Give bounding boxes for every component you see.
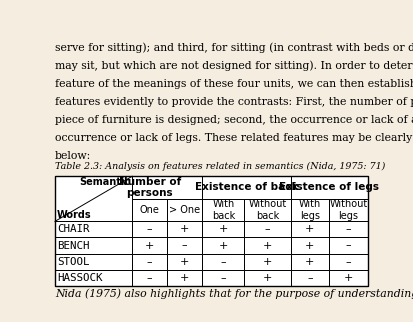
Text: +: + xyxy=(343,273,352,283)
Bar xyxy=(328,270,367,286)
Text: –: – xyxy=(264,224,270,234)
Bar xyxy=(55,238,132,254)
Text: HASSOCK: HASSOCK xyxy=(57,273,103,283)
Text: Existence of legs: Existence of legs xyxy=(278,182,378,193)
Bar xyxy=(290,254,328,270)
Bar xyxy=(202,176,290,199)
Text: > One: > One xyxy=(169,205,200,215)
Text: below:: below: xyxy=(55,151,91,161)
Bar xyxy=(290,238,328,254)
Bar xyxy=(244,199,290,221)
Bar xyxy=(132,270,167,286)
Bar xyxy=(290,199,328,221)
Text: STOOL: STOOL xyxy=(57,257,90,267)
Text: Table 2.3: Analysis on features related in semantics (Nida, 1975: 71): Table 2.3: Analysis on features related … xyxy=(55,162,385,171)
Bar xyxy=(55,176,367,286)
Text: –: – xyxy=(220,273,225,283)
Text: With
back: With back xyxy=(211,199,235,221)
Text: With
legs: With legs xyxy=(298,199,320,221)
Bar xyxy=(290,270,328,286)
Bar xyxy=(167,270,202,286)
Text: Without
legs: Without legs xyxy=(329,199,367,221)
Bar xyxy=(202,254,244,270)
Text: +: + xyxy=(145,241,154,251)
Text: –: – xyxy=(220,257,225,267)
Text: Words: Words xyxy=(57,210,91,220)
Text: –: – xyxy=(147,257,152,267)
Bar xyxy=(202,221,244,238)
Text: Number of
persons: Number of persons xyxy=(118,176,180,198)
Text: +: + xyxy=(180,257,189,267)
Bar xyxy=(290,221,328,238)
Bar xyxy=(55,221,132,238)
Text: +: + xyxy=(180,273,189,283)
Text: +: + xyxy=(304,257,314,267)
Bar xyxy=(290,176,367,199)
Bar xyxy=(202,199,244,221)
Text: piece of furniture is designed; second, the occurrence or lack of a back; and th: piece of furniture is designed; second, … xyxy=(55,115,413,125)
Bar xyxy=(132,254,167,270)
Bar xyxy=(55,270,132,286)
Bar xyxy=(167,254,202,270)
Bar xyxy=(132,199,167,221)
Text: features evidently to provide the contrasts: First, the number of persons for wh: features evidently to provide the contra… xyxy=(55,97,413,107)
Text: –: – xyxy=(147,224,152,234)
Text: Existence of back: Existence of back xyxy=(194,182,297,193)
Text: +: + xyxy=(218,224,228,234)
Bar xyxy=(244,238,290,254)
Text: –: – xyxy=(306,273,312,283)
Bar xyxy=(328,199,367,221)
Text: One: One xyxy=(140,205,159,215)
Text: occurrence or lack of legs. These related features may be clearly indicated in t: occurrence or lack of legs. These relate… xyxy=(55,133,413,143)
Bar xyxy=(244,270,290,286)
Bar xyxy=(132,221,167,238)
Bar xyxy=(244,254,290,270)
Bar xyxy=(328,238,367,254)
Text: serve for sitting); and third, for sitting (in contrast with beds or dressers on: serve for sitting); and third, for sitti… xyxy=(55,43,413,53)
Text: +: + xyxy=(262,241,271,251)
Bar xyxy=(167,221,202,238)
Text: +: + xyxy=(180,224,189,234)
Text: +: + xyxy=(262,257,271,267)
Bar xyxy=(202,270,244,286)
Bar xyxy=(132,176,202,199)
Bar xyxy=(167,238,202,254)
Text: BENCH: BENCH xyxy=(57,241,90,251)
Text: feature of the meanings of these four units, we can then establish three basic t: feature of the meanings of these four un… xyxy=(55,79,413,89)
Text: Without
back: Without back xyxy=(248,199,286,221)
Text: –: – xyxy=(345,257,350,267)
Text: may sit, but which are not designed for sitting). In order to determine the diag: may sit, but which are not designed for … xyxy=(55,61,413,71)
Text: –: – xyxy=(345,241,350,251)
Text: CHAIR: CHAIR xyxy=(57,224,90,234)
Text: +: + xyxy=(218,241,228,251)
Bar xyxy=(132,238,167,254)
Bar xyxy=(202,238,244,254)
Bar xyxy=(328,221,367,238)
Text: +: + xyxy=(304,224,314,234)
Text: +: + xyxy=(262,273,271,283)
Text: +: + xyxy=(304,241,314,251)
Bar xyxy=(328,254,367,270)
Text: Semantic: Semantic xyxy=(79,177,131,187)
Bar xyxy=(55,176,132,221)
Bar xyxy=(244,221,290,238)
Bar xyxy=(55,254,132,270)
Text: –: – xyxy=(147,273,152,283)
Bar xyxy=(167,199,202,221)
Text: –: – xyxy=(345,224,350,234)
Text: –: – xyxy=(181,241,187,251)
Text: Nida (1975) also highlights that for the purpose of understanding the: Nida (1975) also highlights that for the… xyxy=(55,288,413,299)
